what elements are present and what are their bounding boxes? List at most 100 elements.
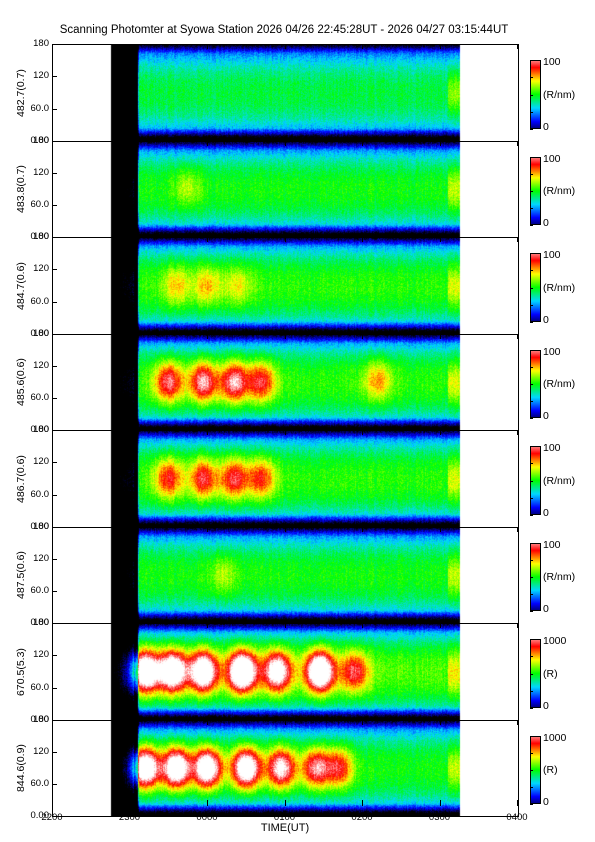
colorbar-tick xyxy=(530,304,533,306)
colorbar-tick xyxy=(530,270,533,272)
x-tick-mark xyxy=(439,721,441,725)
colorbar-max-label: 100 xyxy=(543,56,561,68)
y-tick-mark xyxy=(52,591,57,592)
x-tick-mark xyxy=(439,142,441,146)
colorbar-min-label: 0 xyxy=(543,796,549,808)
y-tick-mark xyxy=(52,44,57,45)
colorbar-tick xyxy=(530,60,533,61)
x-tick-label: 0300 xyxy=(428,812,451,823)
y-tick-mark xyxy=(52,76,57,78)
y-tick-label: 180 xyxy=(33,424,49,435)
y-tick-label: 0.00 xyxy=(30,810,50,821)
x-tick-mark xyxy=(129,624,131,628)
x-tick-mark xyxy=(284,800,286,806)
y-tick-label: 60.0 xyxy=(30,199,50,210)
y-tick-mark xyxy=(52,108,57,110)
colorbar-tick xyxy=(530,446,533,447)
colorbar-unit-label: (R/nm) xyxy=(543,185,576,197)
y-tick-label: 180 xyxy=(33,135,49,146)
x-tick-mark xyxy=(52,624,53,628)
x-tick-mark xyxy=(517,528,518,532)
x-tick-mark xyxy=(362,721,363,725)
y-tick-label: 180 xyxy=(33,521,49,532)
colorbar-tick xyxy=(530,560,533,561)
y-tick-label: 180 xyxy=(33,714,49,725)
colorbar-tick xyxy=(530,322,533,323)
x-tick-mark xyxy=(517,45,518,49)
y-tick-mark xyxy=(52,559,57,560)
heatmap-panel xyxy=(52,238,518,334)
y-tick-label: 60.0 xyxy=(30,585,50,596)
colorbar-min-label: 0 xyxy=(543,700,549,712)
colorbar-min-label: 0 xyxy=(543,217,549,229)
colorbar-tick xyxy=(530,708,533,709)
x-tick-mark xyxy=(52,431,53,435)
y-tick-mark xyxy=(52,269,57,271)
x-tick-mark xyxy=(517,142,518,146)
x-tick-mark xyxy=(129,45,131,49)
x-tick-label: 0200 xyxy=(351,812,373,823)
heatmap-panel xyxy=(52,335,518,430)
colorbar-unit-label: (R/nm) xyxy=(543,281,576,294)
y-tick-label: 0.00 xyxy=(30,521,50,532)
y-axis-label: 486.7(0.6) xyxy=(15,430,27,527)
x-tick-mark xyxy=(439,528,441,532)
colorbar-tick xyxy=(530,401,533,402)
x-tick-mark xyxy=(207,238,208,242)
colorbar-tick xyxy=(530,787,533,788)
y-tick-label: 0.00 xyxy=(30,135,50,146)
y-tick-mark xyxy=(52,494,57,496)
colorbar-tick xyxy=(530,594,533,595)
x-tick-mark xyxy=(362,431,363,435)
y-tick-label: 180 xyxy=(33,328,49,339)
colorbar-unit-label: (R/nm) xyxy=(543,474,576,487)
x-tick-mark xyxy=(439,335,441,339)
y-tick-label: 0.00 xyxy=(30,328,50,339)
y-axis-label: 482.7(0.7) xyxy=(15,44,27,141)
y-tick-label: 0.00 xyxy=(30,617,50,628)
x-tick-mark xyxy=(207,335,208,339)
y-tick-mark xyxy=(52,527,57,528)
heatmap-image xyxy=(52,624,518,720)
x-tick-mark xyxy=(517,238,518,242)
x-tick-mark xyxy=(284,624,286,628)
colorbar-gradient xyxy=(531,254,540,321)
heatmap-image xyxy=(52,142,518,237)
y-tick-label: 60.0 xyxy=(30,295,50,307)
x-tick-mark xyxy=(129,142,131,146)
colorbar-tick xyxy=(530,208,533,209)
colorbar-tick xyxy=(530,497,533,499)
x-tick-mark xyxy=(439,624,441,628)
y-axis-label: 485.6(0.6) xyxy=(15,334,27,430)
y-tick-mark xyxy=(52,655,57,657)
y-tick-label: 120 xyxy=(33,360,49,371)
heatmap-panel xyxy=(52,142,518,237)
colorbar-tick xyxy=(530,770,533,771)
colorbar-tick xyxy=(530,753,533,754)
colorbar-max-label: 100 xyxy=(543,153,561,165)
x-tick-mark xyxy=(517,624,518,628)
x-tick-mark xyxy=(207,528,208,532)
y-tick-label: 60.0 xyxy=(30,488,50,500)
x-tick-mark xyxy=(362,45,363,49)
x-tick-mark xyxy=(517,335,518,339)
y-tick-mark xyxy=(52,398,57,399)
x-tick-mark xyxy=(129,431,131,435)
x-tick-mark xyxy=(284,721,286,725)
colorbar-tick xyxy=(530,253,533,254)
y-tick-mark xyxy=(52,720,57,721)
colorbar-max-label: 100 xyxy=(543,346,561,358)
x-tick-mark xyxy=(129,238,131,242)
colorbar-max-label: 100 xyxy=(543,442,561,454)
y-axis-label: 670.5(5.3) xyxy=(15,623,27,720)
colorbar-tick xyxy=(530,577,533,578)
x-tick-mark xyxy=(284,142,286,146)
colorbar-tick xyxy=(530,804,533,805)
colorbar-gradient xyxy=(531,544,540,610)
y-tick-mark xyxy=(52,237,57,238)
colorbar-tick xyxy=(530,174,533,175)
colorbar-unit-label: (R) xyxy=(543,667,558,680)
x-tick-mark xyxy=(362,142,363,146)
colorbar-tick xyxy=(530,129,533,130)
colorbar-min-label: 0 xyxy=(543,410,549,422)
